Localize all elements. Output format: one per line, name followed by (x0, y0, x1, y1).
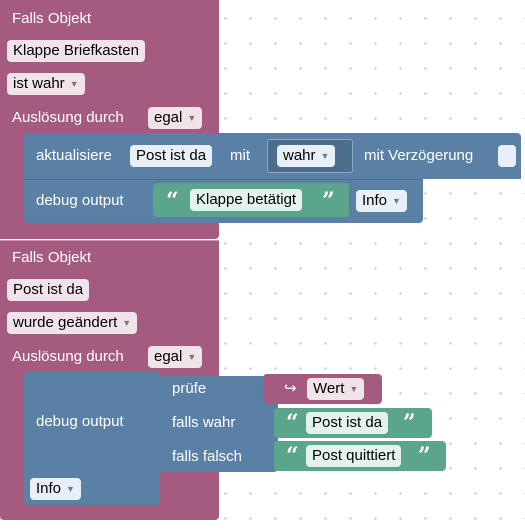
condition-dropdown[interactable]: ist wahr ▼ (7, 73, 85, 95)
value-dropdown[interactable]: wahr ▼ (277, 145, 336, 167)
close-quote-icon: ” (403, 410, 416, 436)
text-field[interactable]: Post quittiert (306, 445, 402, 467)
dropdown-arrow-icon: ▼ (392, 196, 401, 206)
dropdown-arrow-icon: ▼ (320, 151, 330, 161)
close-quote-icon: ” (418, 443, 431, 469)
dropdown-arrow-icon: ▼ (187, 352, 197, 362)
object-selector[interactable]: Post ist da (7, 279, 90, 301)
object-selector[interactable]: Klappe Briefkasten (7, 40, 145, 62)
debug-label: debug output (36, 413, 124, 430)
with-label: mit (230, 147, 250, 164)
ternary-block[interactable] (153, 376, 278, 472)
trigger-header: Falls Objekt (12, 10, 92, 27)
trigger-label: Auslösung durch (12, 109, 124, 126)
open-quote-icon: “ (286, 410, 299, 436)
update-object-selector[interactable]: Post ist da (130, 145, 213, 167)
debug-label: debug output (36, 192, 124, 209)
value-selector[interactable]: Wert ▼ (307, 378, 365, 400)
trigger-label: Auslösung durch (12, 348, 124, 365)
dropdown-arrow-icon: ▼ (69, 79, 79, 89)
if-true-label: falls wahr (172, 414, 236, 431)
trigger-dropdown[interactable]: egal ▼ (148, 107, 203, 129)
log-level-dropdown[interactable]: Info ▼ (30, 478, 81, 500)
close-quote-icon: ” (322, 188, 335, 214)
delay-checkbox[interactable] (498, 145, 516, 167)
text-field[interactable]: Klappe betätigt (190, 189, 303, 211)
text-field[interactable]: Post ist da (306, 412, 389, 434)
trigger-header: Falls Objekt (12, 249, 92, 266)
dropdown-arrow-icon: ▼ (187, 113, 197, 123)
dropdown-arrow-icon: ▼ (66, 484, 75, 494)
open-quote-icon: “ (166, 188, 179, 214)
if-false-label: falls falsch (172, 448, 243, 465)
trigger-dropdown[interactable]: egal ▼ (148, 346, 203, 368)
dropdown-arrow-icon: ▼ (122, 318, 132, 328)
check-label: prüfe (172, 380, 207, 397)
delay-label: mit Verzögerung (364, 147, 474, 164)
log-level-dropdown[interactable]: Info ▼ (356, 190, 407, 212)
condition-dropdown[interactable]: wurde geändert ▼ (7, 312, 138, 334)
return-arrow-icon: ↪ (284, 380, 297, 397)
open-quote-icon: “ (286, 443, 299, 469)
update-label: aktualisiere (36, 147, 112, 164)
dropdown-arrow-icon: ▼ (349, 384, 359, 394)
